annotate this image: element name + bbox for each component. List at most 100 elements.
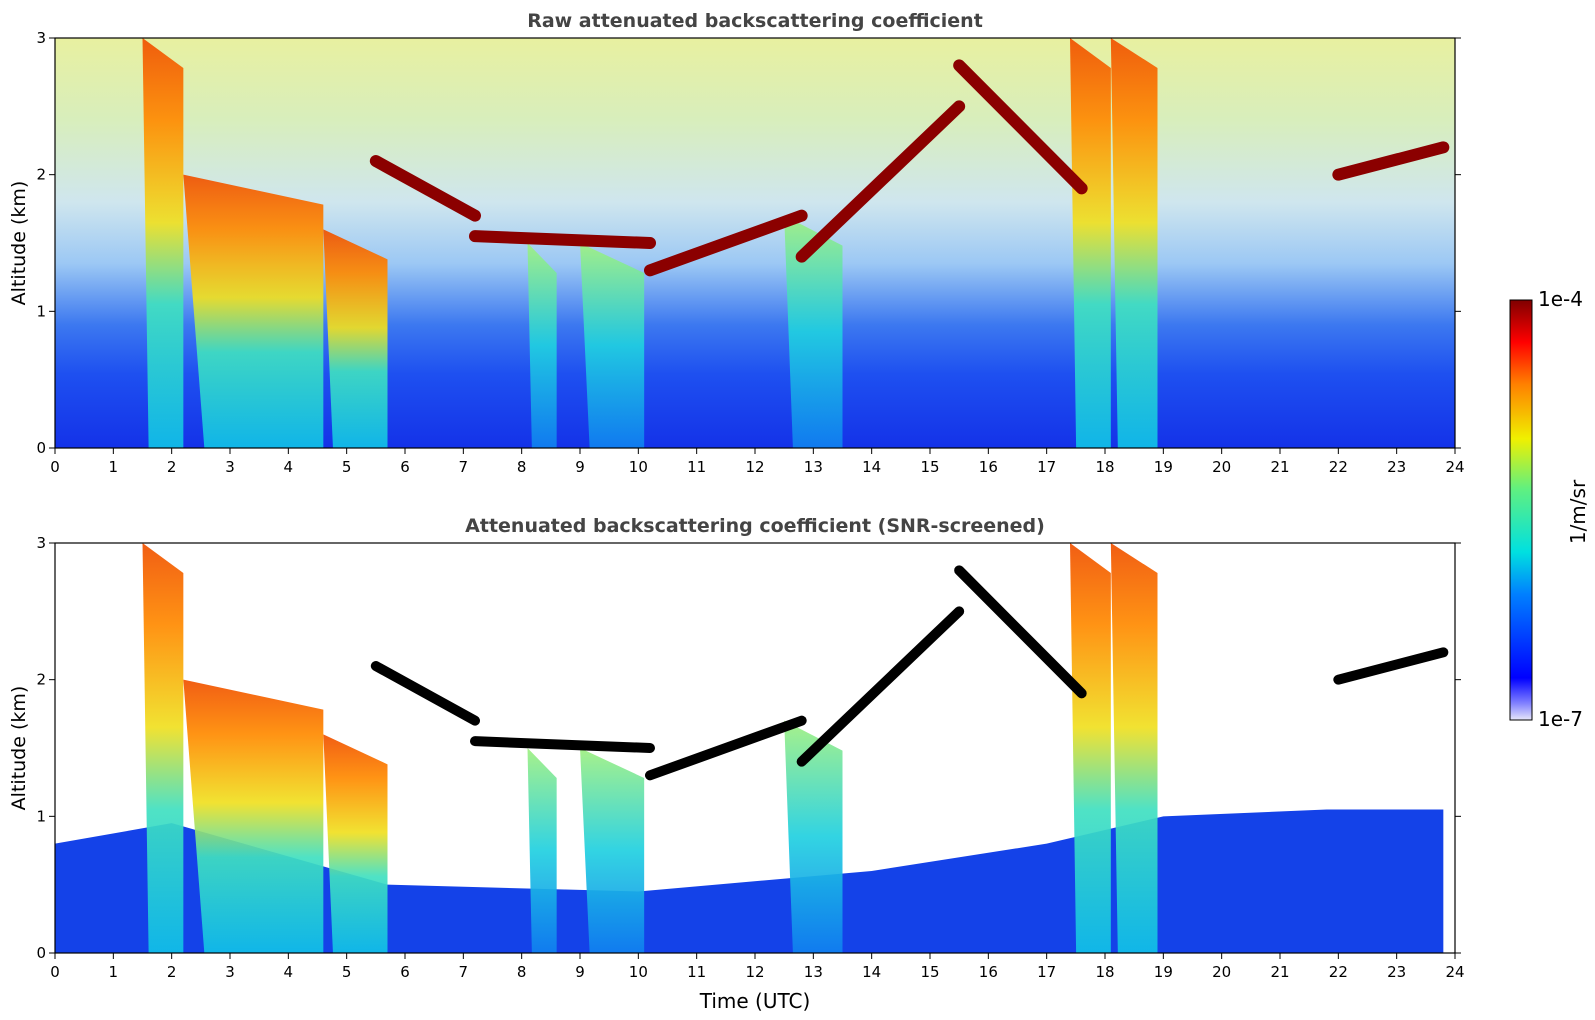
- x-tick-label: 16: [979, 458, 998, 476]
- rain-shaft: [323, 734, 388, 953]
- y-tick-label: 0: [36, 439, 46, 457]
- y-axis-label-raw: Altitude (km): [8, 181, 30, 306]
- rain-shaft: [183, 679, 324, 953]
- y-axis-label-screened: Altitude (km): [8, 686, 30, 811]
- panel-raw: Raw attenuated backscattering coefficien…: [8, 10, 1465, 476]
- rain-shaft: [323, 229, 388, 448]
- x-tick-label: 10: [629, 458, 648, 476]
- x-tick-label: 20: [1212, 963, 1231, 981]
- y-tick-label: 2: [36, 166, 46, 184]
- x-tick-label: 9: [575, 963, 585, 981]
- rain-shaft: [1110, 543, 1158, 953]
- x-tick-label: 1: [109, 963, 119, 981]
- x-tick-label: 5: [342, 963, 352, 981]
- rain-shaft: [183, 174, 324, 448]
- x-tick-label: 17: [1037, 458, 1056, 476]
- colorbar-unit-label: 1/m/sr: [1566, 479, 1590, 544]
- x-tick-label: 7: [459, 458, 469, 476]
- panel-screened: Attenuated backscattering coefficient (S…: [8, 515, 1465, 1013]
- y-tick-label: 1: [36, 302, 46, 320]
- x-tick-label: 2: [167, 963, 177, 981]
- x-tick-label: 8: [517, 458, 527, 476]
- x-tick-label: 3: [225, 963, 235, 981]
- x-tick-label: 1: [109, 458, 119, 476]
- x-tick-label: 3: [225, 458, 235, 476]
- x-tick-label: 6: [400, 458, 410, 476]
- cloud-layer: [370, 661, 480, 726]
- x-tick-label: 0: [50, 963, 60, 981]
- x-tick-label: 19: [1154, 963, 1173, 981]
- x-tick-label: 12: [745, 458, 764, 476]
- x-tick-label: 10: [629, 963, 648, 981]
- rain-shaft: [527, 748, 557, 953]
- y-tick-label: 2: [36, 671, 46, 689]
- x-tick-label: 7: [459, 963, 469, 981]
- rain-shaft: [1070, 38, 1111, 448]
- x-tick-label: 24: [1445, 458, 1464, 476]
- x-tick-label: 23: [1387, 963, 1406, 981]
- cloud-layer: [796, 606, 965, 767]
- y-tick-label: 1: [36, 807, 46, 825]
- panel-title-raw: Raw attenuated backscattering coefficien…: [527, 10, 983, 32]
- x-tick-label: 17: [1037, 963, 1056, 981]
- x-tick-label: 4: [284, 458, 294, 476]
- x-tick-label: 15: [920, 963, 939, 981]
- x-tick-label: 18: [1095, 458, 1114, 476]
- x-tick-label: 12: [745, 963, 764, 981]
- rain-shaft: [142, 38, 184, 448]
- rain-shaft: [580, 243, 645, 448]
- y-tick-label: 0: [36, 944, 46, 962]
- rain-shaft: [1070, 543, 1111, 953]
- x-tick-label: 20: [1212, 458, 1231, 476]
- heatmap-screened: [55, 543, 1455, 953]
- colorbar-max-label: 1e-4: [1538, 287, 1583, 311]
- x-tick-label: 13: [804, 963, 823, 981]
- cloud-layer: [1333, 647, 1449, 685]
- y-tick-label: 3: [36, 534, 46, 552]
- x-tick-label: 9: [575, 458, 585, 476]
- colorbar-gradient: [1509, 299, 1533, 721]
- x-tick-label: 21: [1270, 963, 1289, 981]
- x-tick-label: 4: [284, 963, 294, 981]
- heatmap-raw: [55, 38, 1455, 448]
- cloud-layer: [644, 209, 808, 277]
- x-tick-label: 18: [1095, 963, 1114, 981]
- x-tick-label: 21: [1270, 458, 1289, 476]
- x-tick-label: 6: [400, 963, 410, 981]
- rain-shaft: [1110, 38, 1158, 448]
- x-tick-label: 2: [167, 458, 177, 476]
- x-axis-label: Time (UTC): [699, 989, 811, 1013]
- rain-shaft: [142, 543, 184, 953]
- rain-shaft: [784, 720, 843, 953]
- x-tick-label: 11: [687, 963, 706, 981]
- rain-shaft: [580, 748, 645, 953]
- cloud-layer: [369, 155, 481, 222]
- x-tick-label: 5: [342, 458, 352, 476]
- cloud-layer: [1332, 141, 1450, 181]
- y-tick-label: 3: [36, 29, 46, 47]
- rain-shaft: [527, 243, 557, 448]
- cloud-layer: [470, 736, 655, 753]
- cloud-layer: [953, 59, 1088, 195]
- x-tick-label: 24: [1445, 963, 1464, 981]
- x-tick-label: 19: [1154, 458, 1173, 476]
- cloud-layer: [795, 100, 966, 263]
- x-tick-label: 14: [862, 458, 881, 476]
- x-tick-label: 13: [804, 458, 823, 476]
- x-tick-label: 16: [979, 963, 998, 981]
- x-tick-label: 15: [920, 458, 939, 476]
- x-tick-label: 11: [687, 458, 706, 476]
- rain-shaft: [784, 215, 843, 448]
- x-tick-label: 8: [517, 963, 527, 981]
- x-tick-label: 23: [1387, 458, 1406, 476]
- x-tick-label: 22: [1329, 458, 1348, 476]
- colorbar: 1e-4 1e-7 1/m/sr: [1509, 287, 1590, 731]
- colorbar-min-label: 1e-7: [1538, 707, 1583, 731]
- x-tick-label: 0: [50, 458, 60, 476]
- cloud-layer: [954, 565, 1087, 699]
- cloud-layer: [645, 715, 807, 781]
- panel-title-screened: Attenuated backscattering coefficient (S…: [465, 515, 1045, 537]
- x-tick-label: 14: [862, 963, 881, 981]
- x-tick-label: 22: [1329, 963, 1348, 981]
